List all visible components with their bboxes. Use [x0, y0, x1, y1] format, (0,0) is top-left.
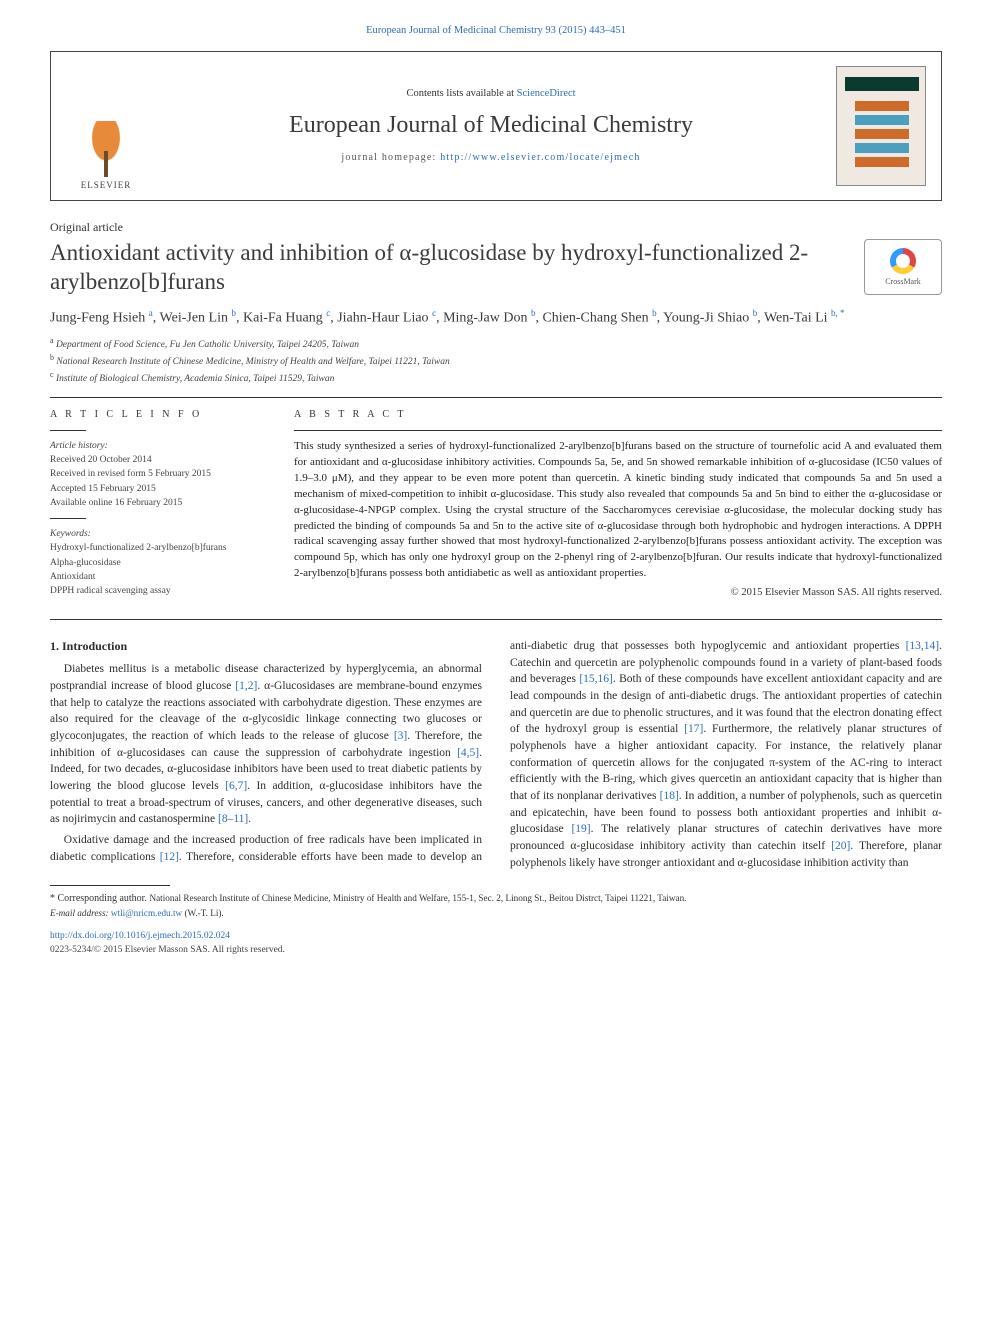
author-6: , Chien-Chang Shen: [535, 311, 652, 326]
publisher-cell: ELSEVIER: [51, 52, 161, 200]
para-1: Diabetes mellitus is a metabolic disease…: [50, 661, 482, 828]
email-suffix: (W.-T. Li).: [182, 908, 224, 918]
kw-3: Antioxidant: [50, 572, 95, 582]
contents-line: Contents lists available at ScienceDirec…: [406, 87, 575, 102]
article-info-col: A R T I C L E I N F O Article history: R…: [50, 408, 270, 601]
elsevier-logo[interactable]: ELSEVIER: [81, 121, 132, 192]
author-7: , Young-Ji Shiao: [657, 311, 753, 326]
corr-star: * Corresponding author.: [50, 893, 149, 904]
journal-header-box: ELSEVIER Contents lists available at Sci…: [50, 51, 942, 201]
email-line: E-mail address: wtli@nricm.edu.tw (W.-T.…: [50, 907, 942, 920]
journal-cover-thumb[interactable]: [836, 66, 926, 186]
doi-block: http://dx.doi.org/10.1016/j.ejmech.2015.…: [50, 930, 942, 957]
email-link[interactable]: wtli@nricm.edu.tw: [111, 908, 182, 918]
affiliations: a Department of Food Science, Fu Jen Cat…: [50, 335, 942, 387]
footnote-rule: [50, 885, 170, 886]
author-1: Jung-Feng Hsieh: [50, 311, 149, 326]
article-title: Antioxidant activity and inhibition of α…: [50, 239, 846, 297]
ref-4-5[interactable]: [4,5]: [457, 747, 479, 759]
body-text: 1. Introduction Diabetes mellitus is a m…: [50, 638, 942, 871]
ref-19[interactable]: [19]: [571, 823, 590, 835]
keywords-title: Keywords:: [50, 529, 91, 539]
ref-3[interactable]: [3]: [394, 730, 407, 742]
section-1-heading: 1. Introduction: [50, 638, 482, 655]
history-block: Article history: Received 20 October 201…: [50, 439, 270, 510]
kw-2: Alpha-glucosidase: [50, 558, 121, 568]
history-revised: Received in revised form 5 February 2015: [50, 469, 211, 479]
citation-link[interactable]: European Journal of Medicinal Chemistry …: [366, 25, 626, 36]
info-mini-rule-1: [50, 430, 86, 431]
corresponding-note: * Corresponding author. National Researc…: [50, 892, 942, 907]
abstract-copyright: © 2015 Elsevier Masson SAS. All rights r…: [294, 586, 942, 601]
email-label: E-mail address:: [50, 908, 111, 918]
crossmark-label: CrossMark: [885, 276, 921, 287]
sciencedirect-link[interactable]: ScienceDirect: [517, 88, 576, 99]
rule-above-info: [50, 397, 942, 398]
author-4: , Jiahn-Haur Liao: [330, 311, 432, 326]
keywords-block: Keywords: Hydroxyl-functionalized 2-aryl…: [50, 527, 270, 598]
ref-18[interactable]: [18]: [660, 790, 679, 802]
ref-1-2[interactable]: [1,2]: [235, 680, 257, 692]
doi-link[interactable]: http://dx.doi.org/10.1016/j.ejmech.2015.…: [50, 931, 230, 941]
abstract-text: This study synthesized a series of hydro…: [294, 439, 942, 582]
issn-copyright: 0223-5234/© 2015 Elsevier Masson SAS. Al…: [50, 945, 285, 955]
article-type: Original article: [50, 219, 942, 236]
ref-20[interactable]: [20]: [831, 840, 850, 852]
author-3: , Kai-Fa Huang: [236, 311, 326, 326]
title-row: Antioxidant activity and inhibition of α…: [50, 239, 942, 297]
kw-1: Hydroxyl-functionalized 2-arylbenzo[b]fu…: [50, 543, 226, 553]
rule-below-abstract: [50, 619, 942, 620]
journal-name: European Journal of Medicinal Chemistry: [289, 109, 693, 143]
abstract-label: A B S T R A C T: [294, 408, 942, 422]
affiliation-b: National Research Institute of Chinese M…: [56, 357, 449, 367]
citation-header: European Journal of Medicinal Chemistry …: [50, 24, 942, 39]
ref-15-16[interactable]: [15,16]: [579, 673, 613, 685]
contents-prefix: Contents lists available at: [406, 88, 516, 99]
corr-text: National Research Institute of Chinese M…: [149, 893, 686, 903]
crossmark-icon: [890, 248, 916, 274]
journal-title-cell: Contents lists available at ScienceDirec…: [161, 52, 821, 200]
elsevier-wordmark: ELSEVIER: [81, 179, 132, 192]
author-8: , Wen-Tai Li: [757, 311, 831, 326]
history-title: Article history:: [50, 441, 108, 451]
kw-4: DPPH radical scavenging assay: [50, 586, 171, 596]
author-8-aff: b, *: [831, 308, 845, 318]
ref-8-11[interactable]: [8–11]: [218, 813, 248, 825]
article-info-label: A R T I C L E I N F O: [50, 408, 270, 422]
info-abstract-row: A R T I C L E I N F O Article history: R…: [50, 408, 942, 601]
footnotes: * Corresponding author. National Researc…: [50, 892, 942, 920]
author-5: , Ming-Jaw Don: [436, 311, 531, 326]
affiliation-a: Department of Food Science, Fu Jen Catho…: [56, 340, 359, 350]
abstract-rule: [294, 430, 942, 431]
authors-line: Jung-Feng Hsieh a, Wei-Jen Lin b, Kai-Fa…: [50, 307, 942, 329]
history-accepted: Accepted 15 February 2015: [50, 484, 156, 494]
history-received: Received 20 October 2014: [50, 455, 152, 465]
homepage-prefix: journal homepage:: [341, 152, 440, 163]
homepage-line: journal homepage: http://www.elsevier.co…: [341, 151, 640, 165]
ref-6-7[interactable]: [6,7]: [225, 780, 247, 792]
elsevier-tree-icon: [82, 121, 130, 177]
homepage-link[interactable]: http://www.elsevier.com/locate/ejmech: [440, 152, 640, 163]
cover-cell: [821, 52, 941, 200]
ref-13-14[interactable]: [13,14]: [906, 640, 940, 652]
ref-17[interactable]: [17]: [684, 723, 703, 735]
crossmark-badge[interactable]: CrossMark: [864, 239, 942, 295]
affiliation-c: Institute of Biological Chemistry, Acade…: [56, 375, 334, 385]
ref-12[interactable]: [12]: [160, 851, 179, 863]
abstract-col: A B S T R A C T This study synthesized a…: [294, 408, 942, 601]
info-mini-rule-2: [50, 518, 86, 519]
history-online: Available online 16 February 2015: [50, 498, 182, 508]
author-2: , Wei-Jen Lin: [153, 311, 232, 326]
